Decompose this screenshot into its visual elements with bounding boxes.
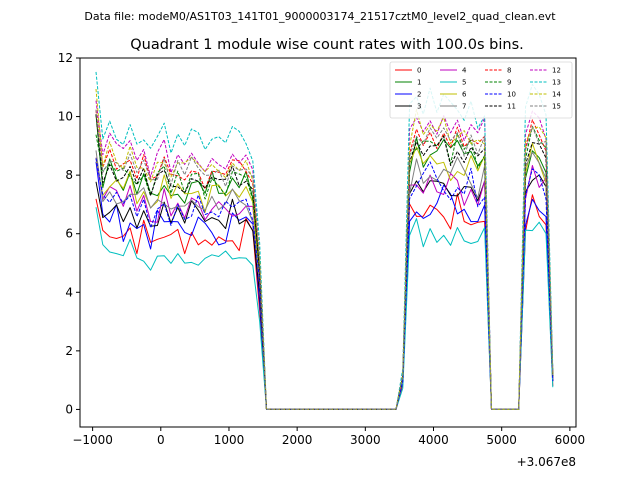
legend-label-6: 6: [462, 91, 467, 99]
axes-frame: [79, 57, 577, 428]
series-lines: [95, 71, 554, 410]
legend-label-10: 10: [507, 91, 516, 99]
x-tick-label: −1000: [72, 433, 113, 447]
y-tick-label: 8: [65, 168, 73, 182]
x-tick-label: 5000: [486, 433, 517, 447]
legend-label-0: 0: [417, 67, 421, 75]
legend-box: [389, 61, 573, 119]
chart-title: Quadrant 1 module wise count rates with …: [130, 37, 524, 53]
y-tick-label: 4: [65, 285, 73, 299]
series-line-13: [95, 71, 554, 410]
legend-label-3: 3: [417, 103, 421, 111]
series-line-5: [95, 207, 554, 410]
series-line-10: [95, 158, 554, 410]
series-line-8: [95, 110, 554, 410]
legend-label-12: 12: [552, 67, 561, 75]
legend-label-2: 2: [417, 91, 421, 99]
x-tick-label: 2000: [282, 433, 313, 447]
legend-label-11: 11: [507, 103, 516, 111]
y-tick-label: 6: [65, 227, 73, 241]
y-tick-label: 2: [65, 344, 73, 358]
series-line-15: [95, 109, 554, 410]
data-file-label: Data file: modeM0/AS1T03_141T01_90000031…: [84, 10, 556, 23]
legend-label-15: 15: [552, 103, 561, 111]
legend-label-1: 1: [417, 79, 421, 87]
series-line-12: [95, 100, 554, 410]
x-tick-label: 1000: [214, 433, 245, 447]
x-offset-label: +3.067e8: [517, 455, 576, 469]
legend-label-8: 8: [507, 67, 511, 75]
series-line-9: [95, 125, 554, 410]
series-line-4: [95, 157, 554, 410]
series-line-0: [95, 193, 554, 410]
legend-label-5: 5: [462, 79, 466, 87]
legend-label-14: 14: [552, 91, 561, 99]
legend-label-4: 4: [462, 67, 467, 75]
x-tick-label: 4000: [418, 433, 449, 447]
legend-label-13: 13: [552, 79, 561, 87]
legend-label-7: 7: [462, 103, 466, 111]
y-tick-label: 10: [58, 110, 73, 124]
y-tick-label: 12: [58, 51, 73, 65]
series-line-3: [95, 174, 554, 410]
legend-label-9: 9: [507, 79, 511, 87]
y-tick-label: 0: [65, 402, 73, 416]
x-tick-label: 0: [157, 433, 165, 447]
series-line-11: [95, 114, 554, 410]
x-tick-label: 3000: [350, 433, 381, 447]
x-tick-label: 6000: [555, 433, 586, 447]
